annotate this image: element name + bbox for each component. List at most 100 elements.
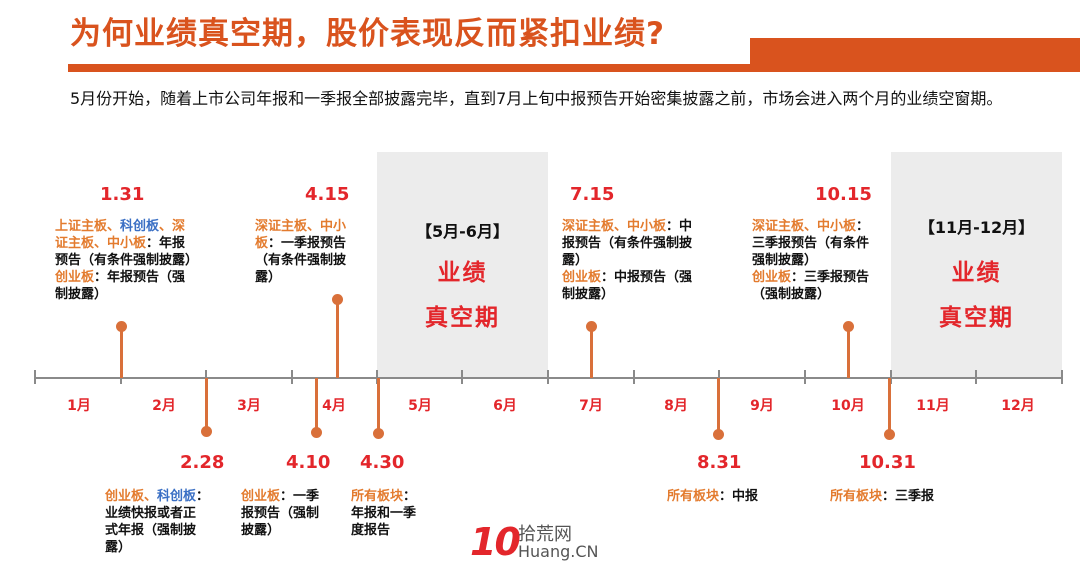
event-desc-segment: 报预告（有条件强制披 xyxy=(562,236,693,251)
month-label: 8月 xyxy=(664,398,688,414)
event-date: 7.15 xyxy=(570,184,615,205)
event-desc-segment: 三季报预告（有条件 xyxy=(752,236,870,251)
axis-tick xyxy=(461,370,463,384)
event-desc-segment: 创业板 xyxy=(241,489,281,504)
event-date: 10.15 xyxy=(815,184,872,205)
event-desc-segment: ： xyxy=(196,489,210,504)
event-desc-line: 板：一季报预告 xyxy=(255,235,373,252)
event-desc-segment: （强制披露） xyxy=(752,287,831,302)
axis-tick xyxy=(376,370,378,384)
event-desc-segment: 科创板 xyxy=(157,489,197,504)
event-desc-line: 度报告 xyxy=(351,522,441,539)
event-desc-segment: 露） xyxy=(105,540,132,555)
event-desc-line: （有条件强制披 xyxy=(255,252,373,269)
event-desc-segment: 科创板 xyxy=(120,219,160,234)
event-desc-segment: 深证主板、中小板 xyxy=(562,219,667,234)
event-desc-line: 年报和一季 xyxy=(351,505,441,522)
vacuum-period-line1: 业绩 xyxy=(437,260,488,286)
axis-tick xyxy=(890,370,892,384)
event-desc-line: 制披露） xyxy=(55,286,225,303)
event-desc-segment: ：三季报预告 xyxy=(791,270,870,285)
event-date: 2.28 xyxy=(180,452,225,473)
axis-tick xyxy=(1061,370,1063,384)
event-desc-line: 露） xyxy=(105,539,225,556)
event-desc-line: 露） xyxy=(562,252,722,269)
event-description: 所有板块：三季报 xyxy=(830,488,970,505)
event-desc-line: 报预告（强制 xyxy=(241,505,341,522)
event-desc-segment: 所有板块 xyxy=(351,489,404,504)
event-desc-segment: 创业板 xyxy=(562,270,602,285)
event-desc-line: （强制披露） xyxy=(752,286,892,303)
event-description: 上证主板、科创板、深 证主板、中小板：年报 预告（有条件强制披露） 创业板：年报预告（… xyxy=(55,218,225,303)
event-desc-segment: 业绩快报或者正 xyxy=(105,506,197,521)
event-desc-segment: ：一季报预告 xyxy=(268,236,347,251)
event-desc-segment: 上证主板、 xyxy=(55,219,121,234)
event-desc-line: 深证主板、中小 xyxy=(255,218,373,235)
event-date: 10.31 xyxy=(859,452,916,473)
event-desc-segment: 板 xyxy=(255,236,269,251)
event-date: 1.31 xyxy=(100,184,145,205)
event-desc-segment: 证主板、中小板 xyxy=(55,236,147,251)
title-underline-bar xyxy=(68,64,1080,72)
event-desc-line: 深证主板、中小板：中 xyxy=(562,218,722,235)
event-desc-segment: ：中报 xyxy=(719,489,759,504)
event-desc-segment: 露） xyxy=(255,270,282,285)
event-description: 所有板块： 年报和一季 度报告 xyxy=(351,488,441,539)
event-stem xyxy=(315,378,318,432)
vacuum-period-head: 【11月-12月】 xyxy=(918,218,1035,237)
event-marker xyxy=(843,321,854,332)
event-description: 深证主板、中小板： 三季报预告（有条件 强制披露） 创业板：三季报预告 （强制披露） xyxy=(752,218,892,303)
axis-tick xyxy=(633,370,635,384)
event-desc-segment: 创业板 xyxy=(752,270,792,285)
event-desc-segment: 制披露） xyxy=(562,287,615,302)
vacuum-period-line1: 业绩 xyxy=(951,260,1002,286)
month-label: 7月 xyxy=(579,398,603,414)
event-desc-line: 式年报（强制披 xyxy=(105,522,225,539)
month-label: 5月 xyxy=(408,398,432,414)
event-desc-line: 所有板块：中报 xyxy=(667,488,787,505)
vacuum-period-line2: 真空期 xyxy=(939,305,1014,331)
event-desc-line: 制披露） xyxy=(562,286,722,303)
event-desc-segment: 制披露） xyxy=(55,287,108,302)
event-stem xyxy=(590,326,593,378)
event-desc-segment: 创业板 xyxy=(55,270,95,285)
event-stem xyxy=(120,326,123,378)
event-desc-segment: ： xyxy=(856,219,870,234)
month-label: 3月 xyxy=(237,398,261,414)
event-desc-segment: ：三季报 xyxy=(882,489,935,504)
event-date: 4.10 xyxy=(286,452,331,473)
event-desc-segment: ： xyxy=(403,489,417,504)
axis-tick xyxy=(804,370,806,384)
event-description: 创业板：一季 报预告（强制 披露） xyxy=(241,488,341,539)
event-stem xyxy=(847,326,850,378)
event-desc-segment: ：一季 xyxy=(280,489,320,504)
month-label: 6月 xyxy=(493,398,517,414)
event-desc-segment: 深证主板、中小板 xyxy=(752,219,857,234)
watermark-name: 拾荒网 xyxy=(518,524,572,545)
event-desc-segment: ：年报 xyxy=(146,236,186,251)
event-desc-line: 证主板、中小板：年报 xyxy=(55,235,225,252)
event-desc-line: 所有板块：三季报 xyxy=(830,488,970,505)
event-desc-segment: （有条件强制披 xyxy=(255,253,347,268)
event-desc-line: 创业板：一季 xyxy=(241,488,341,505)
event-desc-segment: 预告（有条件强制披露） xyxy=(55,253,199,268)
event-desc-segment: ：中 xyxy=(666,219,693,234)
event-stem xyxy=(717,378,720,434)
event-marker xyxy=(201,426,212,437)
event-marker xyxy=(884,429,895,440)
event-description: 深证主板、中小 板：一季报预告 （有条件强制披 露） xyxy=(255,218,373,286)
event-desc-segment: 露） xyxy=(562,253,589,268)
event-desc-line: 报预告（有条件强制披 xyxy=(562,235,722,252)
event-desc-line: 预告（有条件强制披露） xyxy=(55,252,225,269)
month-label: 10月 xyxy=(831,398,865,414)
event-desc-line: 深证主板、中小板： xyxy=(752,218,892,235)
event-desc-line: 披露） xyxy=(241,522,341,539)
event-stem xyxy=(205,378,208,431)
event-description: 所有板块：中报 xyxy=(667,488,787,505)
event-desc-segment: 强制披露） xyxy=(752,253,818,268)
event-desc-line: 上证主板、科创板、深 xyxy=(55,218,225,235)
event-desc-line: 业绩快报或者正 xyxy=(105,505,225,522)
event-desc-segment: 报预告（强制 xyxy=(241,506,320,521)
event-desc-segment: 度报告 xyxy=(351,523,391,538)
event-marker xyxy=(713,429,724,440)
